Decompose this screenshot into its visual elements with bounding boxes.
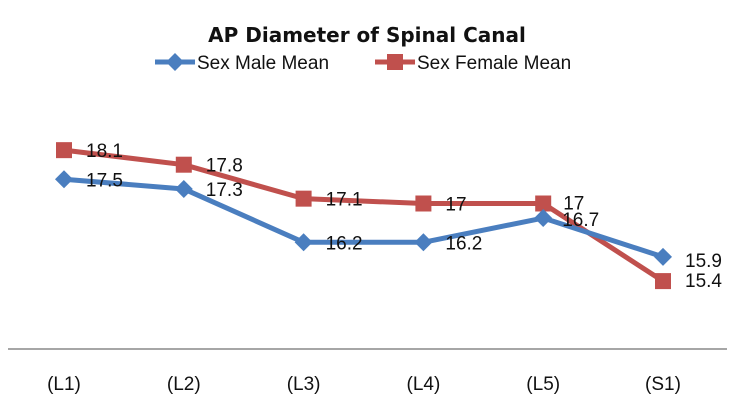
x-tick-label: (L4) xyxy=(407,374,441,395)
data-label: 17 xyxy=(445,195,466,216)
x-tick-label: (S1) xyxy=(645,374,681,395)
data-point xyxy=(175,156,192,173)
chart-title: AP Diameter of Spinal Canal xyxy=(208,23,526,47)
data-point xyxy=(414,233,433,252)
series-line xyxy=(63,176,664,260)
legend-item-male: Sex Male Mean xyxy=(155,53,329,74)
data-label: 16.7 xyxy=(562,210,599,231)
data-point xyxy=(655,273,671,290)
data-point xyxy=(534,209,553,228)
data-point xyxy=(415,195,432,212)
data-label: 17 xyxy=(563,194,584,215)
legend-label: Sex Male Mean xyxy=(197,53,329,74)
data-point xyxy=(654,247,672,266)
data-point xyxy=(174,179,193,198)
data-label: 16.2 xyxy=(326,233,363,254)
data-label: 17.3 xyxy=(206,180,243,201)
data-point xyxy=(295,190,312,207)
legend: Sex Male Mean Sex Female Mean xyxy=(155,53,571,74)
x-tick-label: (L2) xyxy=(167,374,201,395)
series-layer: 18.1 17.8 17.1 17 17 15.4 17.5 17.3 16.2 16.2 16.7… xyxy=(55,141,722,292)
data-label: 15.4 xyxy=(685,271,722,292)
x-axis-tick-labels: (L1) (L2) (L3) (L4) (L5) (S1) xyxy=(47,374,681,395)
legend-item-female: Sex Female Mean xyxy=(375,53,571,74)
data-label: 17.1 xyxy=(326,190,363,211)
data-label: 16.2 xyxy=(445,233,482,254)
legend-marker-diamond xyxy=(166,53,184,71)
legend-label: Sex Female Mean xyxy=(417,53,571,74)
x-tick-label: (L5) xyxy=(526,374,560,395)
series-male xyxy=(55,170,672,266)
x-tick-label: (L3) xyxy=(287,374,321,395)
x-tick-label: (L1) xyxy=(47,374,81,395)
data-point xyxy=(294,233,313,252)
data-label: 17.5 xyxy=(86,170,123,191)
data-label: 15.9 xyxy=(685,251,722,272)
legend-marker-square xyxy=(387,54,403,70)
data-point xyxy=(535,195,552,212)
data-label: 17.8 xyxy=(206,156,243,177)
series-female xyxy=(56,142,671,290)
series-line xyxy=(63,147,665,284)
data-label: 18.1 xyxy=(86,141,123,162)
data-point xyxy=(55,170,73,189)
data-point xyxy=(56,142,72,159)
